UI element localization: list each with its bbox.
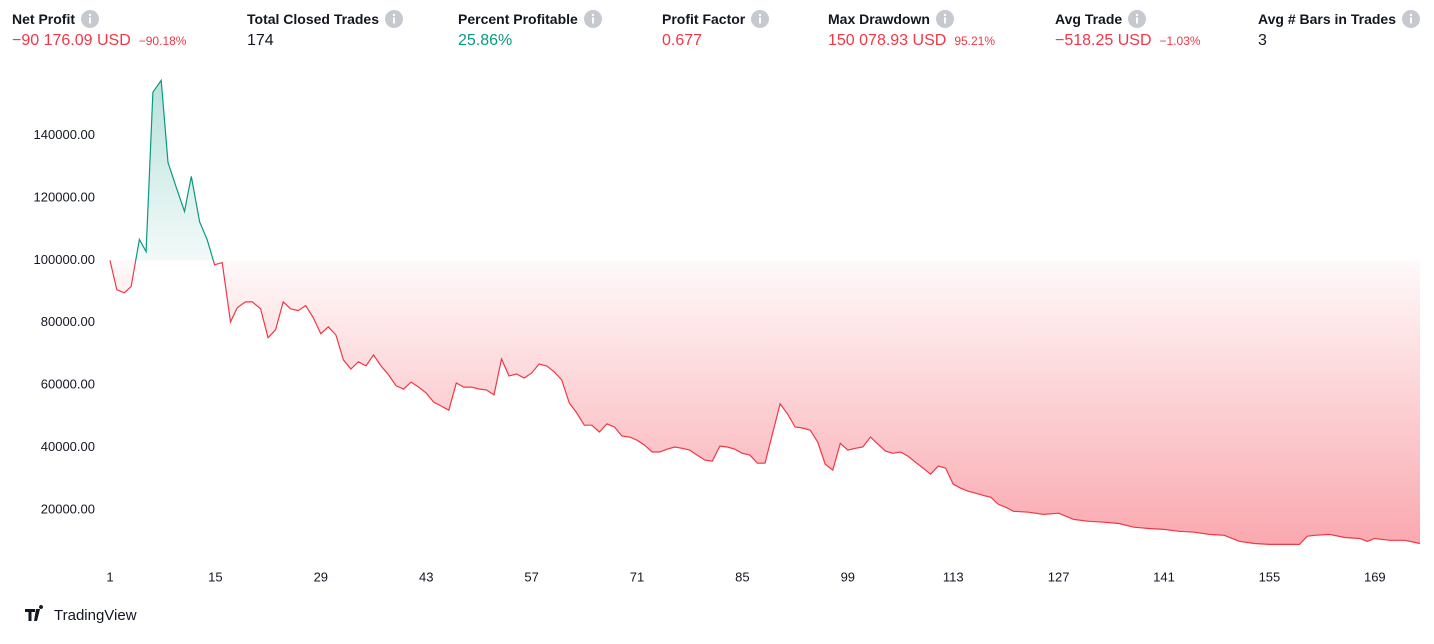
stat-label-row: Total Closed Trades <box>247 10 403 28</box>
stat-label: Percent Profitable <box>458 11 578 27</box>
stat-value-row: 150 078.93 USD 95.21% <box>828 32 995 50</box>
stat-sub: 95.21% <box>954 34 996 48</box>
stat-sub: −90.18% <box>138 34 187 48</box>
info-icon[interactable] <box>81 10 99 28</box>
y-tick-label: 100000.00 <box>34 252 95 267</box>
x-tick-label: 29 <box>314 569 328 584</box>
stat-label-row: Avg # Bars in Trades <box>1258 10 1420 28</box>
stat-label-row: Net Profit <box>12 10 186 28</box>
stat: Avg Trade −518.25 USD −1.03% <box>1055 10 1201 50</box>
stat-value: −518.25 USD <box>1055 32 1152 49</box>
logo-mark <box>25 605 44 621</box>
x-tick-label: 71 <box>630 569 644 584</box>
stat-value: −90 176.09 USD <box>12 32 131 49</box>
x-tick-label: 99 <box>841 569 855 584</box>
x-tick-label: 113 <box>943 569 964 584</box>
equity-area <box>110 80 1420 545</box>
stat-value: 3 <box>1258 32 1267 49</box>
stat-label: Avg # Bars in Trades <box>1258 11 1396 27</box>
stat: Percent Profitable 25.86% <box>458 10 602 50</box>
y-tick-label: 120000.00 <box>34 189 95 204</box>
stat: Profit Factor 0.677 <box>662 10 770 50</box>
y-tick-label: 80000.00 <box>41 314 95 329</box>
logo-text: TradingView <box>54 607 137 624</box>
stat-value: 174 <box>247 32 274 49</box>
stat-value-row: 174 <box>247 32 403 50</box>
stat: Net Profit −90 176.09 USD −90.18% <box>12 10 186 50</box>
x-tick-label: 141 <box>1153 569 1175 584</box>
x-tick-label: 15 <box>208 569 222 584</box>
x-tick-label: 155 <box>1259 569 1281 584</box>
stat-value: 0.677 <box>662 32 703 49</box>
x-tick-label: 169 <box>1364 569 1386 584</box>
info-icon[interactable] <box>935 10 954 28</box>
y-tick-label: 140000.00 <box>34 127 95 142</box>
stat-label: Profit Factor <box>662 11 746 27</box>
stat-label-row: Percent Profitable <box>458 10 602 28</box>
stat-label: Avg Trade <box>1055 11 1123 27</box>
stat-value-row: 3 <box>1258 32 1420 50</box>
stat: Avg # Bars in Trades 3 <box>1258 10 1420 50</box>
equity-line <box>109 78 1421 545</box>
y-tick-label: 60000.00 <box>41 377 95 392</box>
stat-value: 150 078.93 USD <box>828 32 947 49</box>
stat-label-row: Profit Factor <box>662 10 770 28</box>
x-tick-label: 43 <box>419 569 433 584</box>
stat-value-row: 0.677 <box>662 32 769 50</box>
stat-label: Max Drawdown <box>828 11 930 27</box>
info-icon[interactable] <box>1401 10 1420 28</box>
info-icon[interactable] <box>751 10 770 28</box>
x-tick-label: 85 <box>735 569 749 584</box>
stat-label-row: Max Drawdown <box>828 10 995 28</box>
stat: Max Drawdown 150 078.93 USD 95.21% <box>828 10 995 50</box>
info-icon[interactable] <box>583 10 602 28</box>
x-tick-label: 57 <box>524 569 538 584</box>
info-icon[interactable] <box>385 10 403 28</box>
stat-label: Net Profit <box>12 11 75 27</box>
stat-label-row: Avg Trade <box>1055 10 1201 28</box>
stat-sub: −1.03% <box>1159 34 1201 48</box>
x-tick-label: 127 <box>1048 569 1070 584</box>
stat: Total Closed Trades 174 <box>247 10 403 50</box>
stat-label: Total Closed Trades <box>247 11 379 27</box>
logo: TradingView <box>25 605 137 624</box>
y-tick-label: 40000.00 <box>41 439 95 454</box>
info-icon[interactable] <box>1128 10 1147 28</box>
x-tick-label: 1 <box>106 569 113 584</box>
stat-value: 25.86% <box>458 32 513 49</box>
y-tick-label: 20000.00 <box>41 502 95 517</box>
stat-value-row: 25.86% <box>458 32 602 50</box>
stat-value-row: −90 176.09 USD −90.18% <box>12 32 186 50</box>
stat-value-row: −518.25 USD −1.03% <box>1055 32 1201 50</box>
